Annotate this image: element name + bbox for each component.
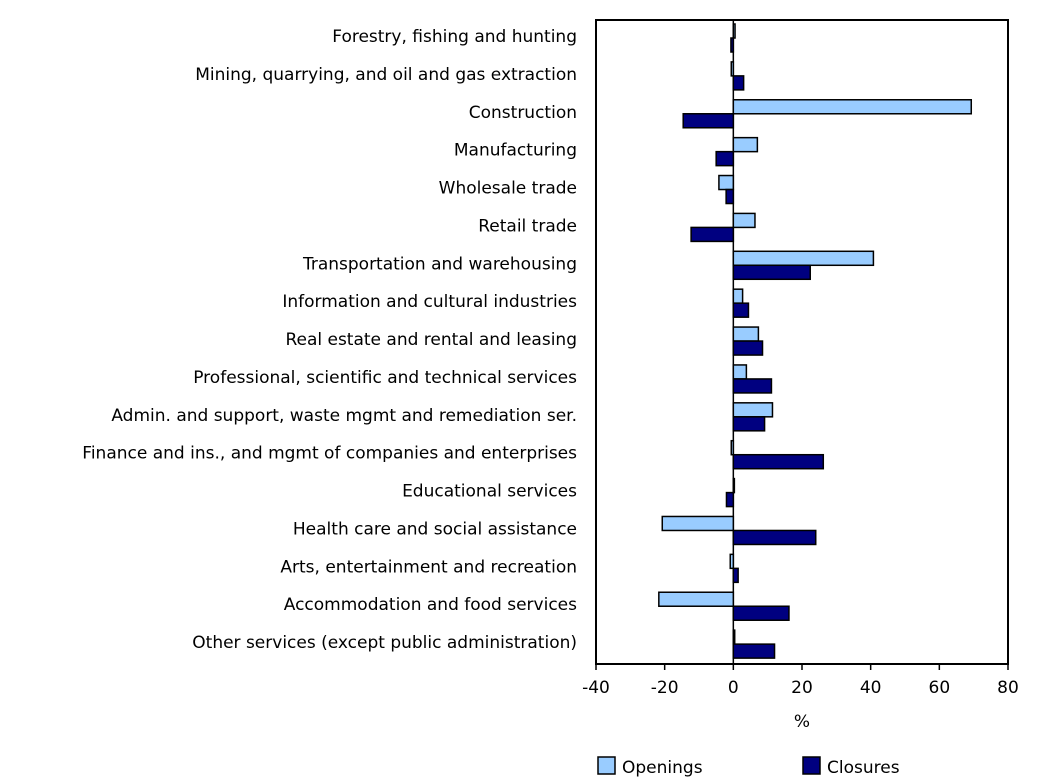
category-label: Real estate and rental and leasing <box>285 330 577 350</box>
category-label: Arts, entertainment and recreation <box>280 557 577 577</box>
legend-swatch-openings <box>597 756 616 775</box>
openings-bar <box>732 477 736 494</box>
category-label: Admin. and support, waste mgmt and remed… <box>111 406 577 426</box>
legend-label-closures: Closures <box>827 758 900 778</box>
category-label: Finance and ins., and mgmt of companies … <box>82 444 577 464</box>
x-tick-label: 20 <box>791 678 813 698</box>
closures-bar <box>732 302 750 318</box>
openings-bar <box>732 23 736 39</box>
openings-bar <box>732 326 760 342</box>
openings-bar <box>730 439 735 456</box>
category-label: Professional, scientific and technical s… <box>193 368 577 388</box>
category-label: Accommodation and food services <box>284 595 577 615</box>
x-tick-label: 60 <box>929 678 951 698</box>
closures-bar <box>690 226 735 243</box>
category-label: Retail trade <box>478 216 577 236</box>
closures-bar <box>732 453 825 470</box>
openings-bar <box>658 591 735 607</box>
openings-bar <box>732 99 973 115</box>
plot-frame <box>595 19 1009 665</box>
category-label: Forestry, fishing and hunting <box>332 27 577 47</box>
openings-bar <box>732 212 756 229</box>
closures-bar <box>682 113 735 129</box>
x-tick-label: -20 <box>651 678 679 698</box>
closures-bar <box>732 378 773 394</box>
closures-bar <box>725 491 735 508</box>
category-label: Mining, quarrying, and oil and gas extra… <box>195 65 577 85</box>
closures-bar <box>732 264 811 281</box>
closures-bar <box>715 150 735 167</box>
openings-bar <box>718 174 735 191</box>
openings-bar <box>661 515 735 532</box>
category-label: Wholesale trade <box>439 179 577 199</box>
closures-bar <box>730 37 735 53</box>
closures-bar <box>725 188 735 205</box>
closures-bar <box>732 529 817 546</box>
category-label: Educational services <box>402 482 577 502</box>
category-label: Information and cultural industries <box>282 292 577 312</box>
openings-bar <box>732 250 875 267</box>
x-tick-label: -40 <box>582 678 610 698</box>
openings-bar <box>730 61 735 77</box>
category-label: Manufacturing <box>454 141 577 161</box>
openings-bar <box>732 136 759 153</box>
category-label: Construction <box>469 103 577 123</box>
category-label: Health care and social assistance <box>293 519 577 539</box>
closures-bar <box>732 567 739 584</box>
category-label: Other services (except public administra… <box>192 633 577 653</box>
closures-bar <box>732 340 764 356</box>
closures-bar <box>732 75 745 91</box>
openings-bar <box>732 288 744 304</box>
legend-label-openings: Openings <box>622 758 703 778</box>
openings-bar <box>732 629 736 645</box>
openings-bar <box>729 553 735 570</box>
closures-bar <box>732 416 766 432</box>
closures-bar <box>732 605 790 621</box>
openings-bar <box>732 402 774 418</box>
x-tick-label: 80 <box>997 678 1019 698</box>
x-axis-label: % <box>794 712 810 732</box>
x-tick-label: 40 <box>860 678 882 698</box>
openings-bar <box>732 364 748 380</box>
legend-swatch-closures <box>802 756 821 775</box>
category-label: Transportation and warehousing <box>302 254 577 274</box>
closures-bar <box>732 643 776 659</box>
x-tick-label: 0 <box>728 678 739 698</box>
